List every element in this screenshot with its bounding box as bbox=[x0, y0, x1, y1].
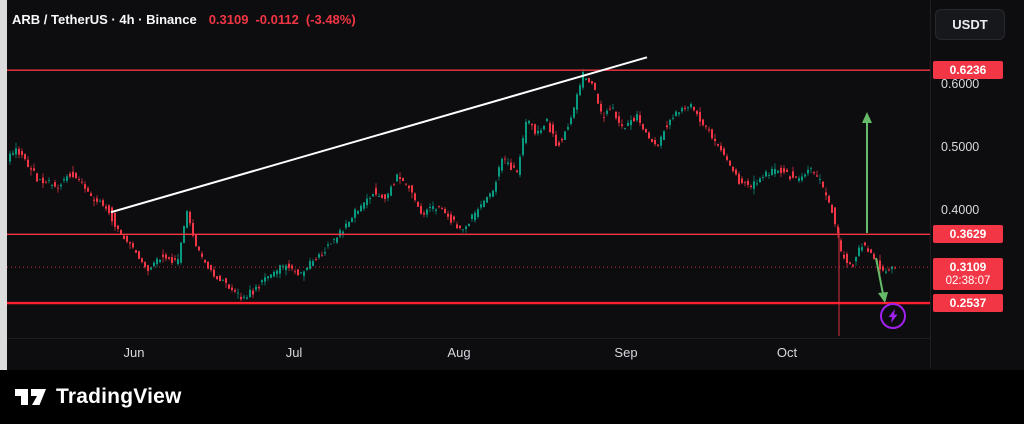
time-axis[interactable]: Jun Jul Aug Sep Oct bbox=[7, 338, 930, 369]
current-price-badge: 0.3109 02:38:07 bbox=[933, 258, 1003, 291]
badge-price-text: 0.3629 bbox=[949, 227, 987, 242]
projection-arrow-up[interactable] bbox=[862, 112, 872, 233]
price-tick-0.5000: 0.5000 bbox=[941, 139, 980, 154]
price-axis[interactable]: USDT 0.6236 0.6000 0.5000 0.4000 0.3629 0.310… bbox=[930, 0, 1024, 368]
symbol-header: ARB / TetherUS · 4h · Binance 0.3109 -0.… bbox=[12, 12, 356, 27]
chart-canvas[interactable] bbox=[7, 0, 930, 340]
candle-countdown: 02:38:07 bbox=[945, 275, 991, 288]
time-axis-label-oct: Oct bbox=[776, 345, 798, 360]
brand-footer: TradingView bbox=[0, 370, 1024, 424]
price-level-badge-0.2537: 0.2537 bbox=[933, 294, 1003, 313]
price-tick-0.4000: 0.4000 bbox=[941, 202, 980, 217]
candlestick-series bbox=[9, 69, 896, 302]
symbol-title[interactable]: ARB / TetherUS · 4h · Binance bbox=[12, 12, 197, 27]
flash-icon[interactable] bbox=[880, 303, 906, 329]
time-axis-label-jul: Jul bbox=[285, 345, 303, 360]
price-level-badge-0.3629: 0.3629 bbox=[933, 225, 1003, 244]
price-change: -0.0112 bbox=[255, 12, 299, 27]
currency-toggle-button[interactable]: USDT bbox=[935, 9, 1005, 40]
trendline[interactable] bbox=[110, 56, 648, 214]
chart-region[interactable] bbox=[7, 0, 930, 340]
price-level-badge-0.6236: 0.6236 bbox=[933, 61, 1003, 80]
time-axis-label-aug: Aug bbox=[447, 345, 471, 360]
projection-arrow-down[interactable] bbox=[875, 257, 888, 303]
tradingview-logo-icon[interactable] bbox=[14, 384, 48, 410]
time-axis-label-sep: Sep bbox=[614, 345, 638, 360]
price-info: 0.3109 -0.0112 (-3.48%) bbox=[209, 12, 356, 27]
brand-name[interactable]: TradingView bbox=[56, 385, 182, 408]
time-axis-label-jun: Jun bbox=[123, 345, 145, 360]
badge-price-text: 0.6236 bbox=[949, 63, 987, 78]
price-change-percent: (-3.48%) bbox=[305, 12, 356, 27]
screen-edge-strip bbox=[0, 0, 7, 370]
badge-price-text: 0.2537 bbox=[949, 296, 987, 311]
last-price: 0.3109 bbox=[208, 12, 249, 27]
price-tick-0.6000: 0.6000 bbox=[941, 77, 980, 92]
badge-price-text: 0.3109 bbox=[949, 260, 987, 275]
